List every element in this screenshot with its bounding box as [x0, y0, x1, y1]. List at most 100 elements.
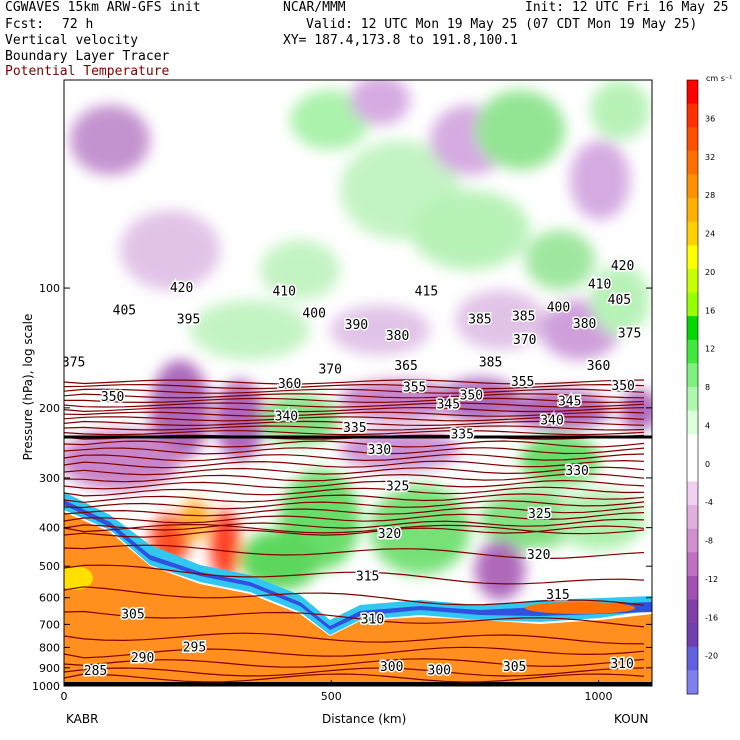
upper-velocity-blobs	[70, 80, 650, 360]
valid-time: Valid: 12 UTC Mon 19 May 25 (07 CDT Mon …	[306, 17, 698, 32]
colorbar-frame	[686, 79, 699, 695]
plot-frame	[63, 79, 653, 687]
colorbar-swatch-6	[687, 221, 698, 246]
theta-label-44: 295	[183, 640, 206, 655]
theta-label-9: 385	[468, 313, 491, 328]
colorbar-tick-14: -20	[705, 652, 718, 661]
theta-line-mid-11	[64, 512, 645, 524]
colorbar-swatch-19	[687, 528, 698, 553]
colorbar-tick-3: 24	[705, 230, 715, 239]
colorbar-tick-12: -12	[705, 575, 718, 584]
x-tick-label-1: 500	[321, 690, 342, 703]
colorbar-tick-10: -4	[705, 498, 713, 507]
theta-label-38: 320	[378, 527, 401, 542]
colorbar-swatch-9	[687, 292, 698, 317]
theta-label-41: 315	[546, 588, 569, 603]
theta-label-19: 365	[394, 359, 417, 374]
colorbar-tick-0: 36	[705, 114, 715, 123]
x-tick-label-2: 1000	[585, 690, 613, 703]
colorbar-swatch-24	[687, 646, 698, 671]
colorbar-swatch-25	[687, 670, 698, 695]
theta-label-50: 310	[610, 657, 633, 672]
field-vertical-velocity: Vertical velocity	[5, 33, 139, 48]
left-station: KABR	[66, 712, 99, 726]
colorbar-swatch-3	[687, 150, 698, 175]
theta-label-23: 355	[403, 381, 426, 396]
y-tick-label-6: 700	[39, 618, 60, 631]
theta-label-35: 330	[565, 464, 588, 479]
colorbar-swatch-0	[687, 80, 698, 105]
theta-label-43: 305	[121, 608, 144, 623]
section-endpoints: XY= 187.4,173.8 to 191.8,100.1	[283, 33, 518, 48]
theta-label-22: 360	[278, 377, 301, 392]
colorbar-swatch-20	[687, 552, 698, 577]
field-potential-temperature: Potential Temperature	[5, 64, 170, 79]
theta-line-low-0	[64, 523, 645, 535]
right-station: KOUN	[614, 712, 649, 726]
theta-label-27: 350	[611, 379, 634, 394]
theta-label-48: 300	[428, 664, 451, 679]
theta-line-upper-9	[64, 420, 645, 427]
theta-label-46: 285	[84, 664, 107, 679]
theta-line-upper-1	[64, 383, 645, 390]
forecast-hours: 72 h	[62, 17, 94, 32]
theta-line-mid-13	[64, 525, 645, 538]
colorbar-tick-9: 0	[705, 460, 710, 469]
init-time: Init: 12 UTC Fri 16 May 25	[525, 0, 729, 15]
theta-label-13: 380	[386, 329, 409, 344]
theta-label-4: 420	[611, 259, 634, 274]
theta-label-49: 305	[503, 660, 526, 675]
theta-label-26: 345	[558, 395, 581, 410]
y-tick-label-5: 600	[39, 592, 60, 605]
x-axis: 0 500 1000	[61, 680, 613, 703]
theta-line-upper-0	[64, 379, 645, 385]
boundary-layer-yellow	[64, 566, 93, 590]
theta-line-upper-4	[64, 397, 645, 404]
colorbar-swatch-15	[687, 434, 698, 459]
colorbar-swatch-16	[687, 457, 698, 482]
theta-line-mid-10	[64, 506, 645, 517]
theta-label-15: 375	[618, 326, 641, 341]
theta-label-12: 405	[608, 293, 631, 308]
colorbar-tick-8: 4	[705, 421, 710, 430]
colorbar-tick-1: 32	[705, 153, 715, 162]
theta-label-37: 325	[528, 507, 551, 522]
theta-line-upper-11	[64, 429, 645, 436]
theta-label-21: 360	[587, 359, 610, 374]
theta-label-6: 395	[177, 313, 200, 328]
theta-label-1: 410	[272, 284, 295, 299]
theta-line-low-3	[64, 586, 645, 606]
colorbar-tick-7: 8	[705, 383, 710, 392]
theta-label-25: 350	[460, 388, 483, 403]
theta-line-upper-10	[64, 425, 645, 431]
colorbar-swatch-17	[687, 481, 698, 506]
theta-line-upper-3	[64, 393, 645, 399]
theta-label-20: 385	[479, 356, 502, 371]
colorbar-swatch-18	[687, 505, 698, 530]
terrain	[64, 682, 652, 686]
colorbar-swatch-23	[687, 623, 698, 648]
colorbar-swatch-11	[687, 339, 698, 364]
theta-line-mid-4	[64, 466, 645, 476]
theta-line-mid-9	[64, 500, 645, 510]
y-tick-label-9: 1000	[32, 680, 60, 693]
theta-label-36: 325	[386, 479, 409, 494]
colorbar-swatch-10	[687, 316, 698, 341]
theta-line-low-1	[64, 544, 645, 560]
colorbar-swatch-12	[687, 363, 698, 388]
theta-label-16: 370	[513, 333, 536, 348]
theta-label-2: 415	[415, 284, 438, 299]
y-axis: 100 200 300 400 500 600 700 800 900 1000	[32, 282, 652, 693]
colorbar-swatch-14	[687, 410, 698, 435]
theta-label-45: 290	[131, 651, 154, 666]
colorbar-tick-11: -8	[705, 537, 713, 546]
y-tick-label-1: 200	[39, 402, 60, 415]
org-label: NCAR/MMM	[283, 0, 346, 15]
theta-line-mid-6	[64, 479, 645, 490]
theta-label-10: 385	[512, 310, 535, 325]
model-title: CGWAVES 15km ARW-GFS init	[5, 0, 201, 15]
theta-label-24: 355	[511, 375, 534, 390]
theta-line-upper-5	[64, 402, 645, 408]
boundary-layer-core	[525, 602, 635, 614]
